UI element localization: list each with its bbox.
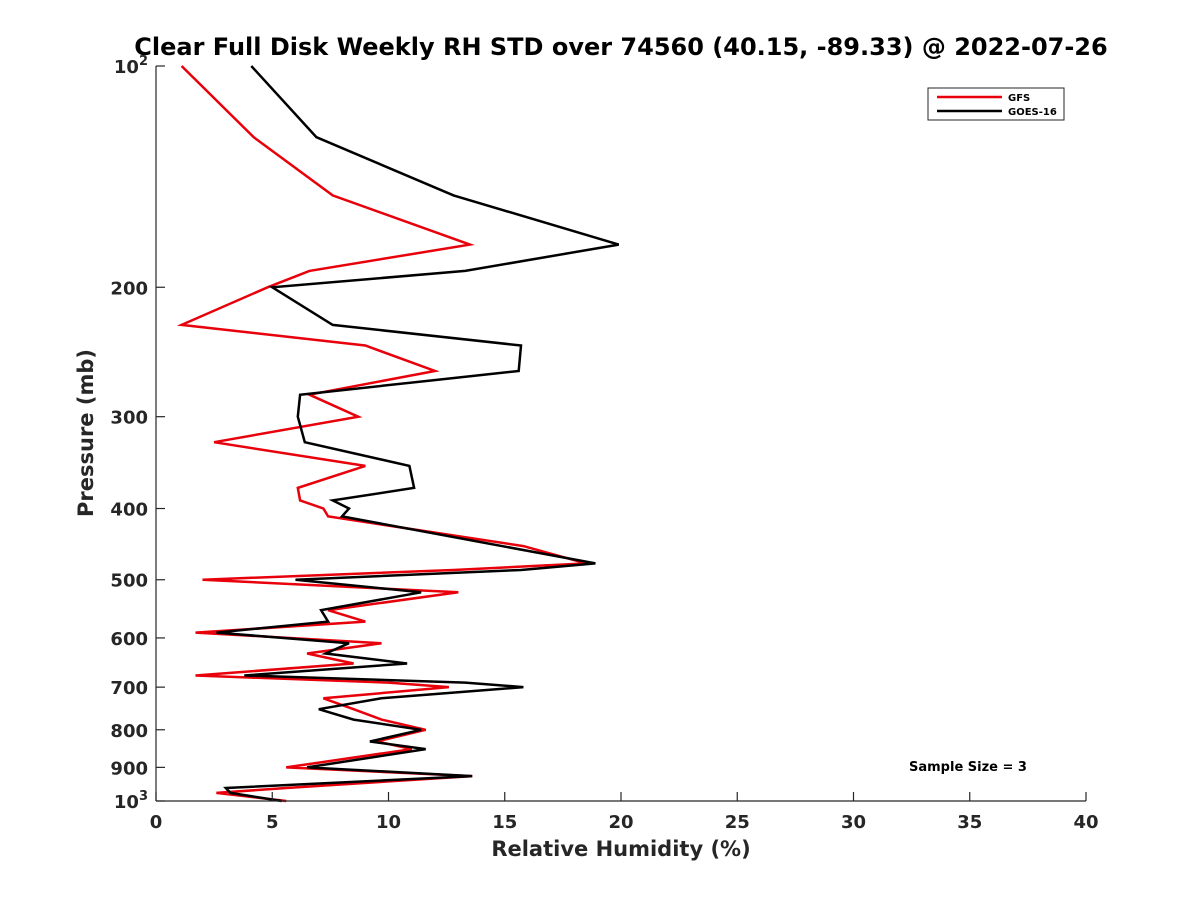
- y-tick-label: 700: [110, 678, 148, 699]
- x-tick-label: 15: [492, 812, 517, 833]
- x-tick-label: 0: [150, 812, 163, 833]
- series-layer: [176, 65, 620, 803]
- x-tick-label: 25: [725, 812, 750, 833]
- y-tick-label: 400: [110, 500, 148, 521]
- chart-title: Clear Full Disk Weekly RH STD over 74560…: [134, 33, 1107, 61]
- y-tick-label: 900: [110, 758, 148, 779]
- y-tick-label: 200: [110, 278, 148, 299]
- axes-layer: 0 5 10 15 20 25 30 35 40 102 200 300 400 500 600 700 800…: [110, 54, 1098, 833]
- y-tick-label: 600: [110, 629, 148, 650]
- y-tick-label: 102: [114, 54, 148, 78]
- x-tick-label: 5: [266, 812, 279, 833]
- legend-label-goes16: GOES-16: [1008, 107, 1057, 118]
- x-axis-label: Relative Humidity (%): [491, 837, 750, 861]
- sample-size-annotation: Sample Size = 3: [909, 760, 1027, 775]
- y-axis-label: Pressure (mb): [74, 349, 98, 517]
- y-tick-label: 300: [110, 408, 148, 429]
- x-tick-label: 20: [608, 812, 633, 833]
- y-tick-label: 800: [110, 721, 148, 742]
- series-line-goes16: [216, 65, 620, 803]
- x-tick-label: 10: [376, 812, 401, 833]
- legend-box: [927, 87, 1065, 121]
- x-tick-label: 40: [1073, 812, 1098, 833]
- legend-label-gfs: GFS: [1008, 93, 1030, 104]
- legend: GFS GOES-16: [927, 87, 1065, 121]
- y-tick-label: 500: [110, 571, 148, 592]
- x-tick-label: 35: [957, 812, 982, 833]
- x-tick-label: 30: [841, 812, 866, 833]
- plot-area: [156, 66, 1086, 801]
- y-tick-label: 103: [114, 789, 148, 813]
